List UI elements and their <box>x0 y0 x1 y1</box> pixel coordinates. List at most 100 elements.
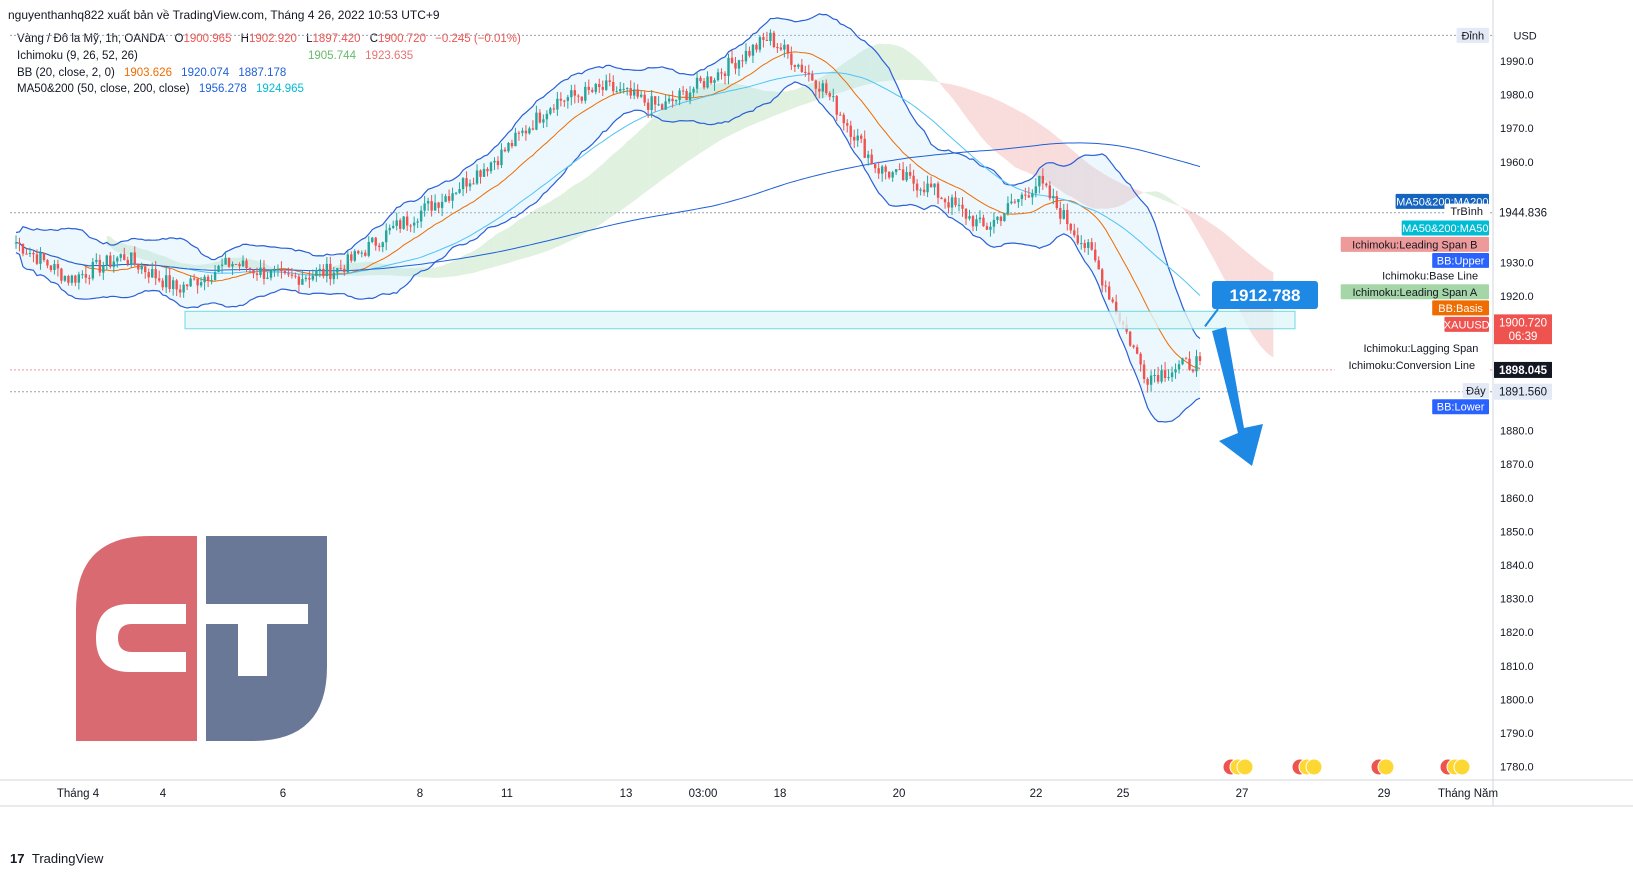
ichimoku-cloud-segment <box>1175 202 1180 206</box>
ichimoku-cloud-segment <box>1035 121 1040 179</box>
candle-body <box>1013 201 1017 203</box>
candle-body <box>664 101 667 110</box>
candle-body <box>978 217 982 220</box>
symbol-name: Vàng / Đô la Mỹ, 1h, OANDA <box>17 33 166 45</box>
candle-body <box>681 90 685 92</box>
ichimoku-cloud-segment <box>986 95 991 147</box>
ichimoku-cloud-segment <box>791 89 795 109</box>
candle-body <box>898 169 901 171</box>
candle-body <box>517 132 521 134</box>
ichimoku-cloud-segment <box>906 50 911 81</box>
event-flag-icon <box>1453 758 1471 776</box>
candle-body <box>364 252 367 256</box>
tradingview-logo-icon: 17 <box>10 851 25 866</box>
ichimoku-cloud-segment <box>676 98 680 170</box>
candle-body <box>182 284 185 293</box>
ichimoku-cloud-segment <box>477 246 481 272</box>
candle-body <box>322 268 325 277</box>
candle-body <box>381 242 384 248</box>
ichimoku-cloud-segment <box>731 83 736 135</box>
ichimoku-cloud-segment <box>854 53 858 89</box>
candle-body <box>357 251 360 254</box>
candle-body <box>475 170 479 184</box>
candle-body <box>566 97 570 101</box>
candle-body <box>315 270 318 276</box>
price-tick-label: 1880.0 <box>1500 426 1534 438</box>
candle-body <box>1111 299 1114 302</box>
candle-body <box>102 265 105 273</box>
candle-body <box>880 166 884 174</box>
ichimoku-cloud-segment <box>1014 108 1019 169</box>
ichimoku-cloud-segment <box>120 242 125 254</box>
candle-body <box>231 263 234 267</box>
price-tick-label: 1970.0 <box>1500 123 1534 135</box>
candle-body <box>255 273 259 276</box>
candle-body <box>1031 193 1034 198</box>
ichimoku-cloud-segment <box>358 262 362 276</box>
candle-body <box>1132 345 1135 348</box>
ichimoku-cloud-segment <box>250 259 254 270</box>
ichimoku-cloud-segment <box>983 94 987 144</box>
candle-body <box>996 216 999 220</box>
candle-body <box>507 142 510 152</box>
ichimoku-cloud-segment <box>693 88 698 158</box>
candle-body <box>392 225 395 228</box>
ichimoku-cloud-segment <box>539 205 544 254</box>
candle-body <box>1017 199 1020 203</box>
ichimoku-cloud-segment <box>871 44 876 84</box>
candle-body <box>737 60 741 69</box>
candle-body <box>304 277 308 280</box>
candle-body <box>1069 224 1072 231</box>
candle-body <box>119 254 122 258</box>
candle-body <box>332 272 336 280</box>
ichimoku-cloud-segment <box>148 250 153 263</box>
ichimoku-cloud-segment <box>672 101 677 173</box>
candle-body <box>891 172 894 178</box>
right-label-bg <box>1371 267 1489 283</box>
ichimoku-cloud-segment <box>721 83 726 140</box>
candle-body <box>67 276 70 283</box>
candle-body <box>1006 203 1010 214</box>
ichimoku-cloud-segment <box>438 265 443 278</box>
ichimoku-cloud-segment <box>578 180 582 238</box>
ichimoku-cloud-segment <box>924 64 928 81</box>
candle-body <box>779 47 783 50</box>
ichimoku-cloud-segment <box>1091 165 1096 209</box>
ichimoku-cloud-segment <box>522 215 526 259</box>
candle-body <box>776 47 779 49</box>
bb-legend: BB (20, close, 2, 0) 1903.626 1920.074 1… <box>17 67 292 79</box>
candle-body <box>1020 194 1024 200</box>
ichimoku-cloud-segment <box>529 211 533 257</box>
bb-label: BB (20, close, 2, 0) <box>17 67 115 79</box>
ichimoku-cloud-segment <box>941 82 946 90</box>
ichimoku-cloud-segment <box>1220 230 1225 280</box>
candle-body <box>378 245 381 248</box>
candle-body <box>825 83 828 94</box>
candle-body <box>238 264 241 267</box>
candle-body <box>598 84 601 88</box>
candle-body <box>943 199 947 203</box>
ichimoku-cloud-segment <box>623 141 628 209</box>
ichimoku-cloud-segment <box>1161 193 1166 201</box>
candle-body <box>290 274 294 276</box>
ichimoku-cloud-segment <box>208 263 212 269</box>
ichimoku-cloud-segment <box>1095 168 1099 209</box>
candle-body <box>25 253 28 255</box>
right-label: Ichimoku:Leading Span B <box>1352 239 1477 251</box>
candle-body <box>325 263 329 277</box>
candle-body <box>105 255 109 266</box>
ichimoku-cloud-segment <box>567 187 572 242</box>
ichimoku-cloud-segment <box>1126 185 1131 203</box>
price-tick-label: 1820.0 <box>1500 627 1534 639</box>
ichimoku-cloud-segment <box>934 76 939 83</box>
ichimoku-cloud-segment <box>1081 157 1085 205</box>
ichimoku-cloud-segment <box>945 83 949 94</box>
candle-body <box>793 64 797 67</box>
candle-body <box>70 275 74 283</box>
candle-body <box>454 192 458 194</box>
candle-body <box>646 102 650 111</box>
ichimoku-cloud-segment <box>1200 216 1204 241</box>
candle-body <box>308 277 311 280</box>
ichimoku-cloud-segment <box>571 184 575 241</box>
